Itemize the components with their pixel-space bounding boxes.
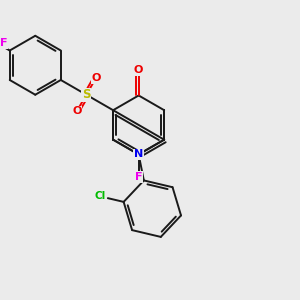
Text: Cl: Cl [94,191,106,201]
Text: O: O [91,73,101,83]
Text: O: O [134,65,143,75]
Text: O: O [72,106,81,116]
Text: F: F [0,38,7,48]
Text: S: S [82,88,91,101]
Text: N: N [134,149,143,159]
Text: F: F [135,172,142,182]
